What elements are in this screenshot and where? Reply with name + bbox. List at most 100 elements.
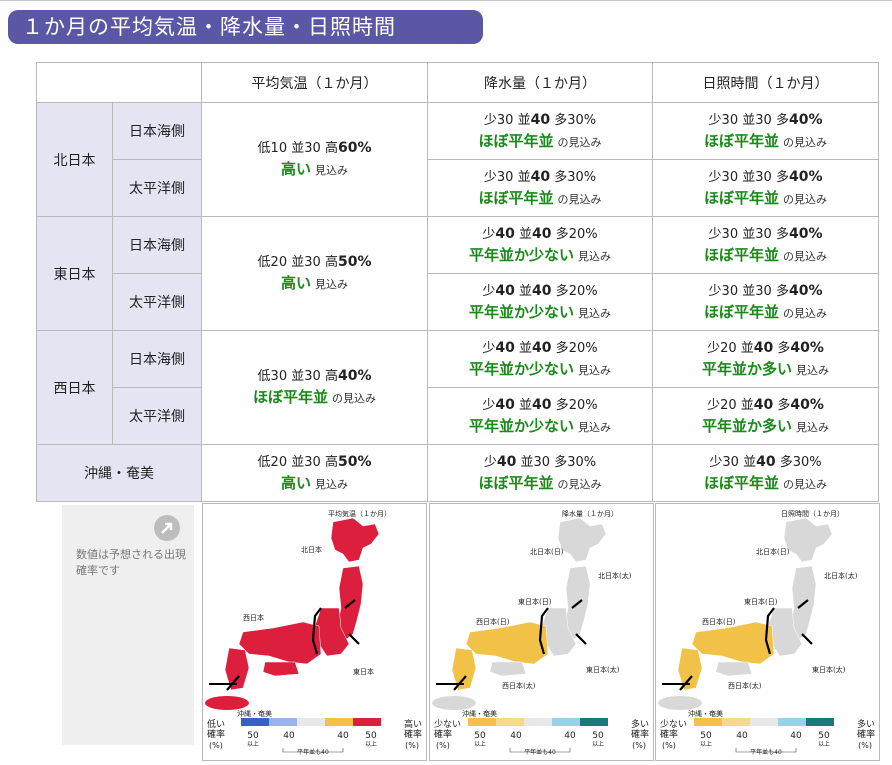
prob-label: 低 [257, 369, 271, 384]
legend-bracket [509, 748, 571, 753]
prob-label: 多 [555, 340, 569, 356]
forecast-evaluation: 高い [280, 160, 311, 178]
prob-label: 少 [483, 112, 497, 128]
sunshine-cell: 少30 並30 多40% ほぼ平年並 の見込み [652, 102, 879, 160]
legend-swatch [778, 718, 806, 726]
prob-label: 低 [257, 255, 271, 270]
legend-left-label: 低い [207, 718, 225, 730]
legend-ijou: 以上 [818, 740, 830, 748]
okinawa-region [432, 696, 476, 710]
legend-swatch [806, 718, 834, 726]
prob-label: 少 [482, 340, 496, 356]
legend-tick: 50 [592, 731, 604, 741]
prob-value: 30 [496, 112, 514, 128]
legend-right-prob: 確率 [857, 728, 875, 740]
prob-value: 30 [270, 369, 288, 384]
map-region-label: 北日本 [301, 545, 322, 554]
prob-label: 少 [482, 397, 496, 413]
prob-value: 40 [496, 453, 517, 470]
sunshine-cell: 少30 並30 多40% ほぼ平年並 の見込み [652, 216, 879, 274]
legend-swatch [750, 718, 778, 726]
prob-label: 少 [482, 283, 496, 299]
prob-label: 多 [554, 454, 568, 470]
legend-swatch [722, 718, 750, 726]
forecast-suffix: の見込み [332, 392, 376, 405]
note-text: 数値は予想される出現確率です [76, 548, 186, 577]
legend-tick: 40 [337, 731, 349, 741]
forecast-evaluation: ほぼ平年並 [703, 302, 779, 321]
prob-value: 40 [790, 339, 810, 356]
forecast-evaluation: 平年並か少ない [468, 245, 574, 264]
percent-sign: % [357, 140, 372, 156]
shikoku-region [262, 661, 300, 677]
legend-right-prob: 確率 [631, 728, 649, 740]
legend-tick: 40 [736, 731, 748, 741]
forecast-suffix: の見込み [783, 135, 827, 149]
legend-right-percent: (%) [858, 741, 872, 750]
column-header-precipitation: 降水量（１か月） [427, 62, 653, 103]
column-header-sunshine: 日照時間（１か月） [652, 62, 879, 103]
corner-cell [36, 62, 202, 103]
prob-label: 並 [740, 340, 754, 356]
forecast-suffix: 見込み [796, 363, 829, 377]
prob-value: 20 [568, 340, 586, 356]
prob-value: 40 [790, 396, 810, 413]
percent-sign: % [585, 397, 598, 413]
prob-label: 少 [483, 454, 497, 470]
legend-tick: 50 [247, 731, 259, 741]
map-region-label: 北日本(太) [824, 571, 858, 580]
prob-value: 20 [568, 226, 586, 242]
precipitation-cell: 少30 並40 多30% ほぼ平年並 の見込み [427, 102, 653, 160]
subregion-name: 太平洋側 [112, 273, 202, 331]
prob-value: 30 [304, 255, 321, 270]
okinawa-region [658, 696, 702, 710]
prob-label: 並 [291, 369, 305, 384]
legend-swatch [241, 718, 269, 726]
prob-label: 少 [483, 169, 497, 185]
legend-left-label: 少ない [660, 719, 687, 730]
subregion-name: 太平洋側 [112, 159, 202, 217]
prob-value: 40 [530, 168, 551, 185]
legend-left-percent: (%) [436, 741, 450, 750]
prob-value: 30 [755, 283, 772, 299]
legend-left-prob: 確率 [434, 728, 452, 740]
legend-tick: 50 [818, 731, 830, 741]
legend-swatch [524, 718, 552, 726]
prob-label: 並 [517, 169, 531, 185]
prob-value: 40 [532, 396, 552, 413]
prob-label: 並 [742, 283, 756, 299]
prob-label: 少 [707, 340, 721, 356]
top-rule [0, 0, 892, 1]
prob-label: 並 [519, 226, 533, 242]
prob-value: 30 [721, 226, 739, 242]
map-region-label: 北日本(日) [530, 547, 564, 556]
forecast-suffix: 見込み [315, 278, 348, 291]
forecast-evaluation: 平年並か少ない [468, 302, 574, 321]
shikoku-region [715, 661, 753, 677]
subregion-name: 日本海側 [112, 216, 202, 274]
map-region-label: 東日本(日) [744, 597, 778, 606]
precipitation-cell: 少40 並30 多30% ほぼ平年並 の見込み [427, 444, 653, 502]
forecast-suffix: の見込み [557, 477, 602, 491]
prob-value: 40 [788, 225, 809, 242]
legend-swatch [694, 718, 722, 726]
hokkaido-region [557, 517, 607, 563]
prob-value: 20 [720, 397, 737, 413]
forecast-suffix: の見込み [557, 192, 602, 206]
prob-label: 並 [742, 112, 756, 128]
prob-label: 多 [555, 226, 569, 242]
table-row: 北日本 日本海側 低10 並30 高60% 高い 見込み 少30 並40 多30% ほぼ平年… [36, 102, 879, 217]
prob-value: 40 [532, 225, 552, 242]
temperature-map: 平均気温（１か月） 北日本 西日本 東日本 沖縄・奄美 低い 確率 (%) 高い 確率 (%) 50 4… [202, 503, 427, 761]
percent-sign: % [808, 282, 823, 299]
legend-swatch [552, 718, 580, 726]
prob-value: 40 [788, 111, 809, 128]
precipitation-cell: 少40 並40 多20% 平年並か少ない 見込み [427, 330, 653, 388]
prob-label: 並 [291, 141, 305, 156]
prob-value: 40 [532, 339, 552, 356]
prob-label: 多 [775, 169, 789, 185]
prob-value: 30 [721, 169, 739, 185]
legend-tick: 50 [365, 731, 377, 741]
map-region-label: 北日本(日) [756, 547, 790, 556]
prob-value: 40 [530, 111, 551, 128]
